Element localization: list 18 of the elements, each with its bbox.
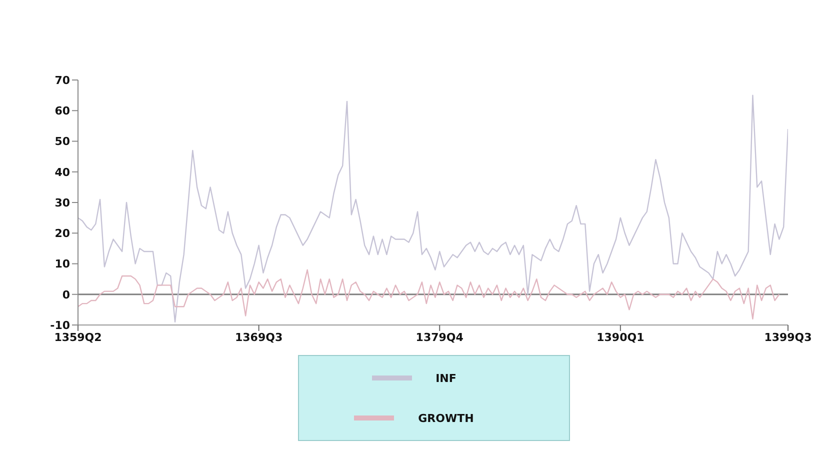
x-tick-label: 1399Q3 (764, 330, 812, 344)
y-tick-label: 60 (54, 104, 70, 118)
line-series (78, 94, 788, 323)
x-tick-label: 1359Q2 (54, 330, 102, 344)
y-tick-label: 30 (54, 196, 70, 210)
y-tick-label: 70 (54, 74, 70, 87)
y-tick-label: 50 (54, 135, 70, 148)
line-series (78, 269, 780, 320)
legend-label: INF (436, 372, 456, 386)
y-tick-label: 0 (62, 288, 70, 302)
y-tick-label: 20 (54, 227, 70, 240)
y-tick-label: 10 (54, 258, 70, 271)
y-tick-label: 40 (54, 166, 70, 179)
y-tick-label: -10 (50, 318, 70, 332)
legend-label: GROWTH (418, 412, 474, 426)
x-tick-label: 1379Q4 (416, 330, 464, 344)
x-tick-label: 1390Q1 (596, 330, 644, 344)
x-tick-label: 1369Q3 (234, 330, 283, 344)
